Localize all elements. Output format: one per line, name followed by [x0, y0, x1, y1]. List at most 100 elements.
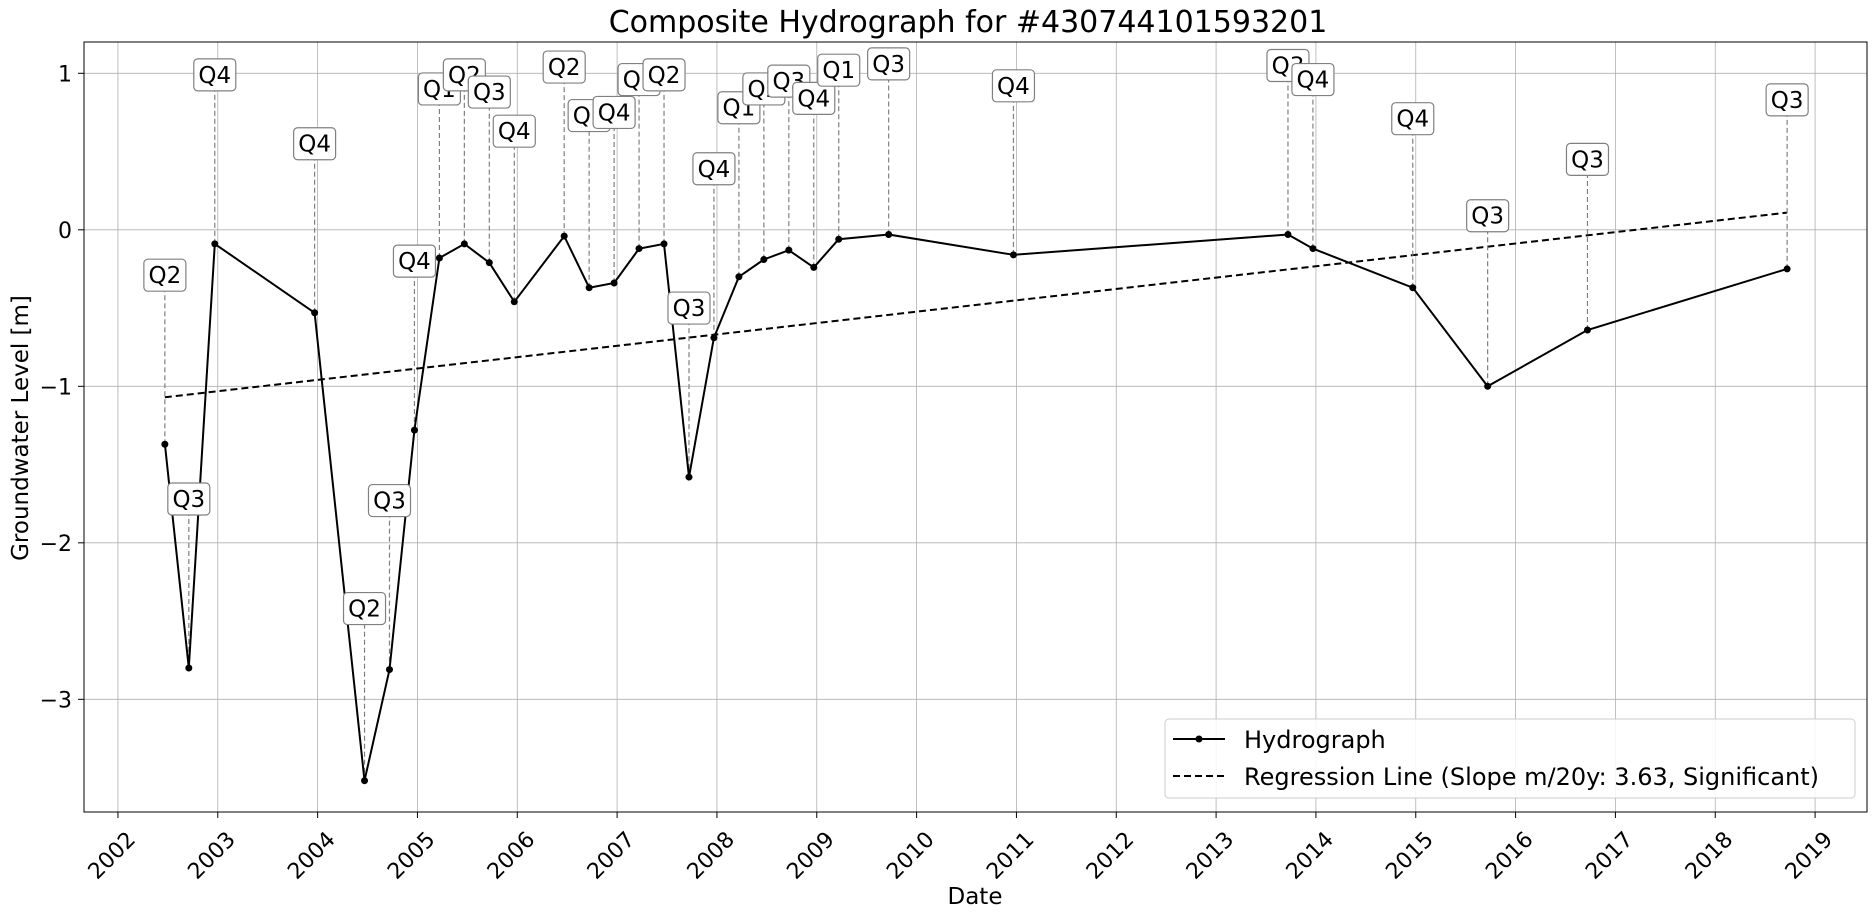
x-tick-label: 2013 — [1182, 827, 1239, 884]
hydrograph-point — [660, 240, 668, 248]
y-tick-label: −1 — [40, 375, 72, 400]
x-tick-label: 2015 — [1381, 827, 1438, 884]
annotation-label: Q2 — [143, 258, 187, 292]
chart-title: Composite Hydrograph for #43074410159320… — [609, 5, 1328, 40]
annotation-label: Q4 — [692, 152, 736, 186]
annotation-box — [1391, 102, 1435, 136]
annotation-label: Q1 — [417, 72, 462, 106]
legend-box — [1164, 718, 1856, 799]
annotation-text: Q2 — [148, 263, 181, 289]
legend-hydrograph-label: Hydrograph — [1244, 726, 1386, 754]
annotation-label: Q4 — [1291, 62, 1335, 97]
annotation-box — [1565, 142, 1610, 176]
annotation-label: Q4 — [392, 244, 437, 278]
y-axis-label: Groundwater Level [m] — [8, 295, 34, 561]
annotation-box — [467, 75, 511, 109]
x-tick-label: 2007 — [583, 827, 640, 884]
hydrograph-point — [635, 245, 643, 253]
x-tick-label: 2003 — [183, 827, 240, 884]
hydrograph-point — [1284, 231, 1292, 238]
legend: Hydrograph Regression Line (Slope m/20y:… — [1164, 718, 1856, 799]
hydrograph-point — [185, 664, 193, 672]
annotation-label: Q4 — [592, 95, 636, 130]
annotation-label: Q4 — [792, 81, 836, 115]
annotation-label: Q4 — [1391, 102, 1435, 136]
annotation-text: Q4 — [198, 63, 231, 89]
x-tick-label: 2014 — [1282, 827, 1339, 884]
annotation-label: Q3 — [1765, 83, 1809, 117]
y-tick-label: 1 — [58, 62, 72, 87]
plot-frame — [83, 41, 1868, 813]
annotation-label: Q4 — [492, 114, 536, 148]
x-tick-label: 2017 — [1581, 827, 1638, 884]
annotation-box — [167, 482, 211, 516]
annotation-label: Q3 — [1565, 142, 1610, 176]
hydrograph-point — [211, 240, 219, 248]
hydrograph-point — [161, 440, 169, 448]
annotation-text: Q3 — [172, 487, 205, 513]
annotation-text: Q4 — [1396, 107, 1429, 133]
annotation-text: Q3 — [373, 489, 406, 515]
annotation-label: Q4 — [193, 58, 237, 92]
y-tick-label: 0 — [58, 219, 72, 244]
annotation-text: Q3 — [673, 296, 706, 322]
annotation-text: Q4 — [498, 119, 531, 145]
annotation-text: Q2 — [548, 55, 581, 81]
regression-line — [164, 211, 1788, 399]
hydrograph-point — [835, 235, 843, 243]
hydrograph-point — [510, 298, 518, 306]
hydrograph-point — [560, 232, 568, 240]
annotation-text: Q4 — [698, 157, 731, 183]
annotation-box — [492, 114, 536, 148]
hydrograph-point — [1783, 265, 1791, 273]
annotation-box — [867, 47, 911, 81]
annotation-text: Q4 — [997, 74, 1030, 100]
annotation-text: Q4 — [797, 86, 830, 112]
legend-regression-label: Regression Line (Slope m/20y: 3.63, Sign… — [1244, 763, 1819, 791]
annotation-text: Q3 — [473, 80, 506, 106]
annotation-text: Q4 — [1297, 68, 1330, 94]
annotation-text: Q2 — [648, 63, 681, 89]
x-tick-label: 2011 — [982, 827, 1039, 884]
annotation-label: Q4 — [991, 69, 1036, 103]
annotation-box — [367, 483, 412, 518]
x-tick-label: 2004 — [283, 827, 340, 884]
annotation-label: Q3 — [1466, 199, 1510, 233]
hydrograph-point — [885, 231, 893, 238]
annotation-box — [193, 58, 237, 92]
annotation-text: Q3 — [1771, 88, 1804, 114]
annotation-text: Q3 — [1571, 147, 1604, 173]
hydrograph-point — [735, 273, 743, 281]
hydrograph-point — [760, 256, 768, 264]
hydrograph-point — [311, 309, 319, 317]
y-tick-label: −3 — [40, 688, 72, 713]
hydrograph-point — [410, 426, 418, 434]
annotation-label: Q3 — [667, 291, 711, 325]
annotation-box — [667, 291, 711, 325]
x-tick-label: 2018 — [1681, 827, 1738, 884]
x-tick-label: 2012 — [1082, 827, 1139, 884]
annotation-text: Q4 — [298, 132, 331, 158]
x-tick-label: 2019 — [1781, 827, 1838, 884]
hydrograph-series — [161, 231, 1791, 785]
hydrograph-point — [610, 279, 618, 287]
x-tick-label: 2002 — [84, 827, 141, 884]
annotation-box — [1291, 62, 1335, 97]
annotation-text: Q4 — [398, 249, 431, 275]
annotation-box — [642, 58, 686, 92]
annotation-stems — [164, 63, 1788, 781]
hydrograph-point — [1309, 245, 1317, 253]
x-tick-label: 2005 — [383, 827, 440, 884]
annotation-box — [991, 69, 1036, 103]
annotation-box — [542, 50, 586, 84]
annotation-label: Q3 — [467, 75, 511, 109]
annotation-label: Q2 — [542, 50, 586, 84]
annotation-label: Q3 — [767, 64, 811, 98]
annotation-label: Q4 — [293, 127, 337, 161]
hydrograph-point — [1583, 326, 1591, 334]
annotation-label: Q1 — [817, 53, 861, 87]
x-axis-ticks: 2002 2003 2004 2005 2006 2007 2008 2009 2010 2011… — [84, 812, 1838, 885]
annotation-text: Q1 — [822, 58, 855, 84]
hydrograph-point — [810, 263, 818, 271]
